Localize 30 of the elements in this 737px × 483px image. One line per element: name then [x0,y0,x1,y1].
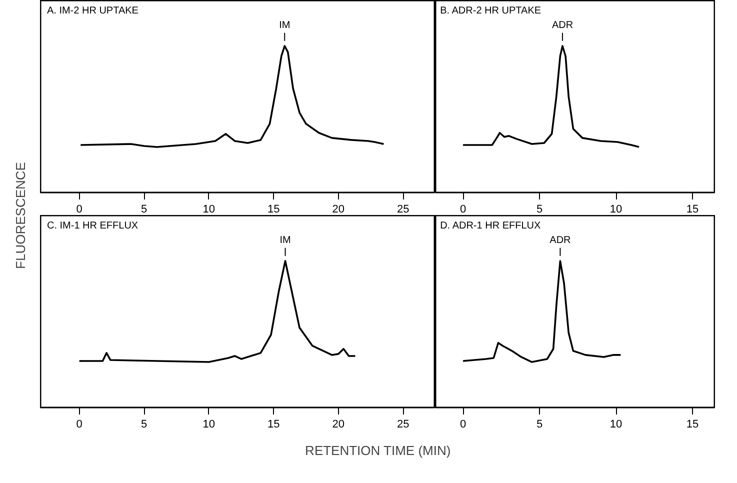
x-tick-label: 0 [460,418,466,430]
x-tick-label: 10 [202,418,215,430]
y-axis-title: FLUORESCENCE [13,162,28,269]
x-tick-label: 10 [202,204,215,216]
x-tick-label: 15 [686,418,699,430]
x-tick-label: 10 [610,204,622,216]
x-tick-label: 0 [460,204,466,216]
x-tick-label: 15 [267,204,280,216]
x-tick-label: 5 [536,418,543,430]
x-tick-label: 0 [76,418,82,430]
x-tick-label: 15 [267,418,280,430]
x-tick-label: 0 [76,204,82,216]
x-tick-label: 25 [397,204,410,216]
chart-title: C. IM-1 HR EFFLUX [46,220,138,232]
x-tick-label: 5 [536,204,543,216]
annotation: ADR [550,234,571,246]
chart-title: D. ADR-1 HR EFFLUX [440,220,541,232]
x-tick-label: 20 [332,204,344,216]
x-tick-label: 5 [141,418,148,430]
x-axis-title: RETENTION TIME (MIN) [305,443,451,458]
x-tick-label: 20 [332,418,344,430]
x-tick-label: 15 [686,204,699,216]
annotation: IM [280,234,291,246]
x-tick-label: 5 [141,204,148,216]
annotation: ADR [552,20,574,31]
chart-title: A. IM-2 HR UPTAKE [46,6,139,17]
x-tick-label: 25 [397,418,410,430]
annotation: IM [279,20,290,31]
chart-title: B. ADR-2 HR UPTAKE [440,6,542,17]
x-tick-label: 10 [610,418,622,430]
